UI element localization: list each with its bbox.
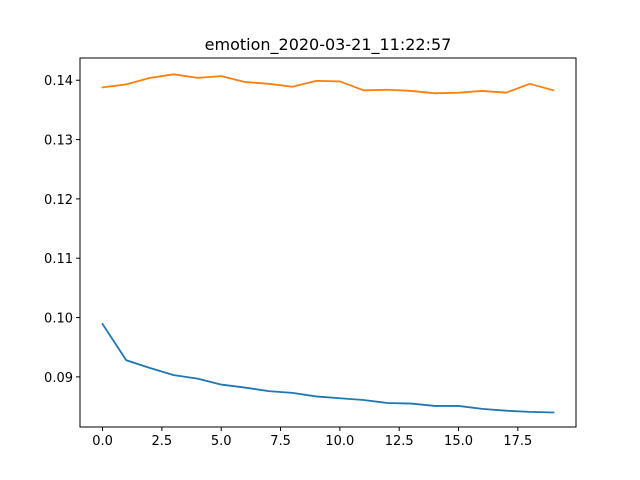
plot-frame [79, 57, 577, 428]
y-tick-label: 0.12 [44, 193, 73, 208]
y-tick-label: 0.11 [44, 252, 73, 267]
y-tick-label: 0.09 [44, 371, 73, 386]
series-line-2 [101, 73, 555, 95]
x-tick-label: 0.0 [92, 434, 113, 449]
x-tick-label: 5.0 [211, 434, 232, 449]
y-axis: 0.09 0.10 0.11 0.12 0.13 0.14 [44, 74, 80, 386]
y-tick-label: 0.14 [44, 74, 73, 89]
x-axis: 0.0 2.5 5.0 7.5 10.0 12.5 15.0 17.5 [92, 427, 532, 449]
series-layer [101, 73, 555, 414]
x-tick-label: 15.0 [444, 434, 473, 449]
y-tick-label: 0.10 [44, 312, 73, 327]
series-line-1 [101, 322, 555, 414]
chart-title: emotion_2020-03-21_11:22:57 [205, 35, 452, 55]
x-tick-label: 17.5 [503, 434, 532, 449]
x-tick-label: 12.5 [385, 434, 414, 449]
y-tick-label: 0.13 [44, 134, 73, 149]
x-tick-label: 10.0 [325, 434, 354, 449]
x-tick-label: 2.5 [152, 434, 173, 449]
x-tick-label: 7.5 [270, 434, 291, 449]
